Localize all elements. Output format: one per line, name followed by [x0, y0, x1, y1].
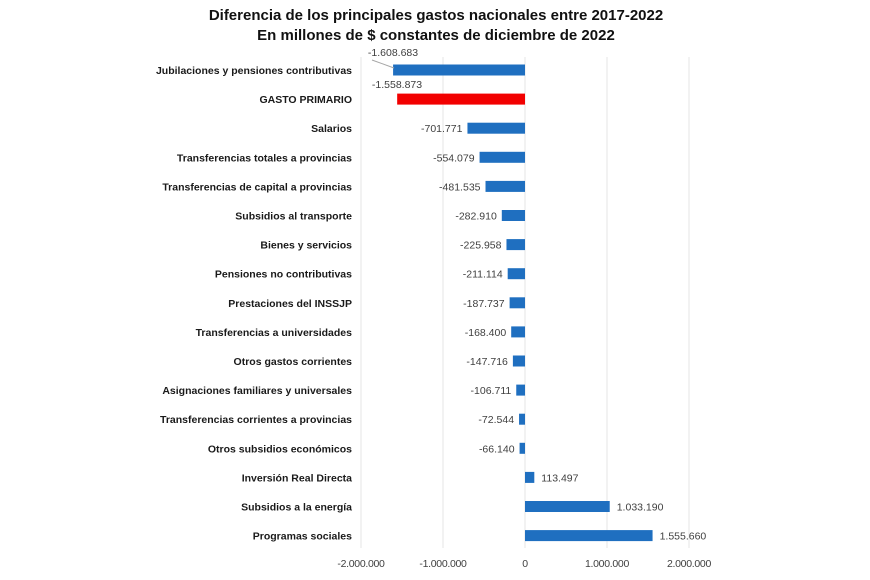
- category-label: Jubilaciones y pensiones contributivas: [156, 65, 352, 77]
- category-label: Bienes y servicios: [260, 240, 352, 252]
- category-label: Prestaciones del INSSJP: [228, 298, 352, 310]
- bar: [507, 268, 525, 280]
- bar: [516, 384, 525, 396]
- bar: [525, 530, 653, 542]
- value-label: -168.400: [465, 327, 507, 339]
- x-axis-ticks: -2.000.000 -1.000.000 0 1.000.000 2.000.000: [337, 558, 711, 570]
- bar: [525, 471, 535, 483]
- value-label: 1.033.190: [617, 502, 664, 514]
- bar: [485, 180, 525, 192]
- value-label: 1.555.660: [660, 531, 707, 543]
- bar: [467, 122, 525, 134]
- category-labels: Jubilaciones y pensiones contributivas GA…: [156, 65, 352, 543]
- value-label: -554.079: [433, 152, 475, 164]
- category-label: Otros gastos corrientes: [234, 356, 353, 368]
- bar: [512, 355, 525, 367]
- value-labels: -1.608.683 -1.558.873 -701.771 -554.079 -481…: [368, 47, 707, 543]
- bar: [519, 442, 525, 454]
- bar: [393, 64, 525, 76]
- value-label: 113.497: [541, 472, 578, 484]
- category-label: Asignaciones familiares y universales: [162, 385, 352, 397]
- category-label: Pensiones no contributivas: [215, 269, 352, 281]
- bar: [519, 413, 525, 425]
- value-label: -225.958: [460, 240, 502, 252]
- value-label: -701.771: [421, 123, 463, 135]
- category-label: Transferencias a universidades: [196, 327, 353, 339]
- category-label: GASTO PRIMARIO: [259, 94, 352, 106]
- value-label: -147.716: [466, 356, 508, 368]
- value-label: -106.711: [471, 385, 512, 397]
- bar: [509, 297, 525, 309]
- bar: [479, 151, 525, 163]
- value-label: -1.558.873: [372, 79, 422, 91]
- category-label: Transferencias totales a provincias: [177, 152, 352, 164]
- bar: [511, 326, 525, 338]
- value-label: -282.910: [455, 211, 497, 223]
- x-tick-label: 1.000.000: [585, 558, 629, 570]
- bar: [501, 210, 525, 221]
- category-label: Salarios: [311, 123, 352, 135]
- value-label-leader: [371, 59, 395, 69]
- value-label: -211.114: [463, 269, 503, 281]
- x-tick-label: -1.000.000: [419, 558, 467, 570]
- value-label: -1.608.683: [368, 47, 418, 59]
- bar: [506, 239, 525, 251]
- x-tick-label: -2.000.000: [337, 558, 385, 570]
- category-label: Subsidios a la energía: [241, 502, 352, 514]
- value-label: -72.544: [478, 414, 514, 426]
- bars: [393, 64, 653, 542]
- value-label: -187.737: [463, 298, 505, 310]
- chart-subtitle: En millones de $ constantes de diciembre…: [257, 27, 615, 44]
- bar-highlighted: [397, 93, 525, 105]
- x-tick-label: 2.000.000: [667, 558, 711, 570]
- category-label: Otros subsidios económicos: [208, 443, 352, 455]
- bar: [525, 501, 610, 512]
- value-label: -66.140: [479, 443, 515, 455]
- category-label: Transferencias corrientes a provincias: [160, 414, 352, 426]
- category-label: Transferencias de capital a provincias: [162, 181, 352, 193]
- x-tick-label: 0: [522, 558, 528, 570]
- category-label: Programas sociales: [253, 531, 352, 543]
- value-label: -481.535: [439, 181, 481, 193]
- chart-title: Diferencia de los principales gastos nac…: [209, 7, 663, 24]
- category-label: Subsidios al transporte: [235, 211, 352, 223]
- category-label: Inversión Real Directa: [242, 472, 352, 484]
